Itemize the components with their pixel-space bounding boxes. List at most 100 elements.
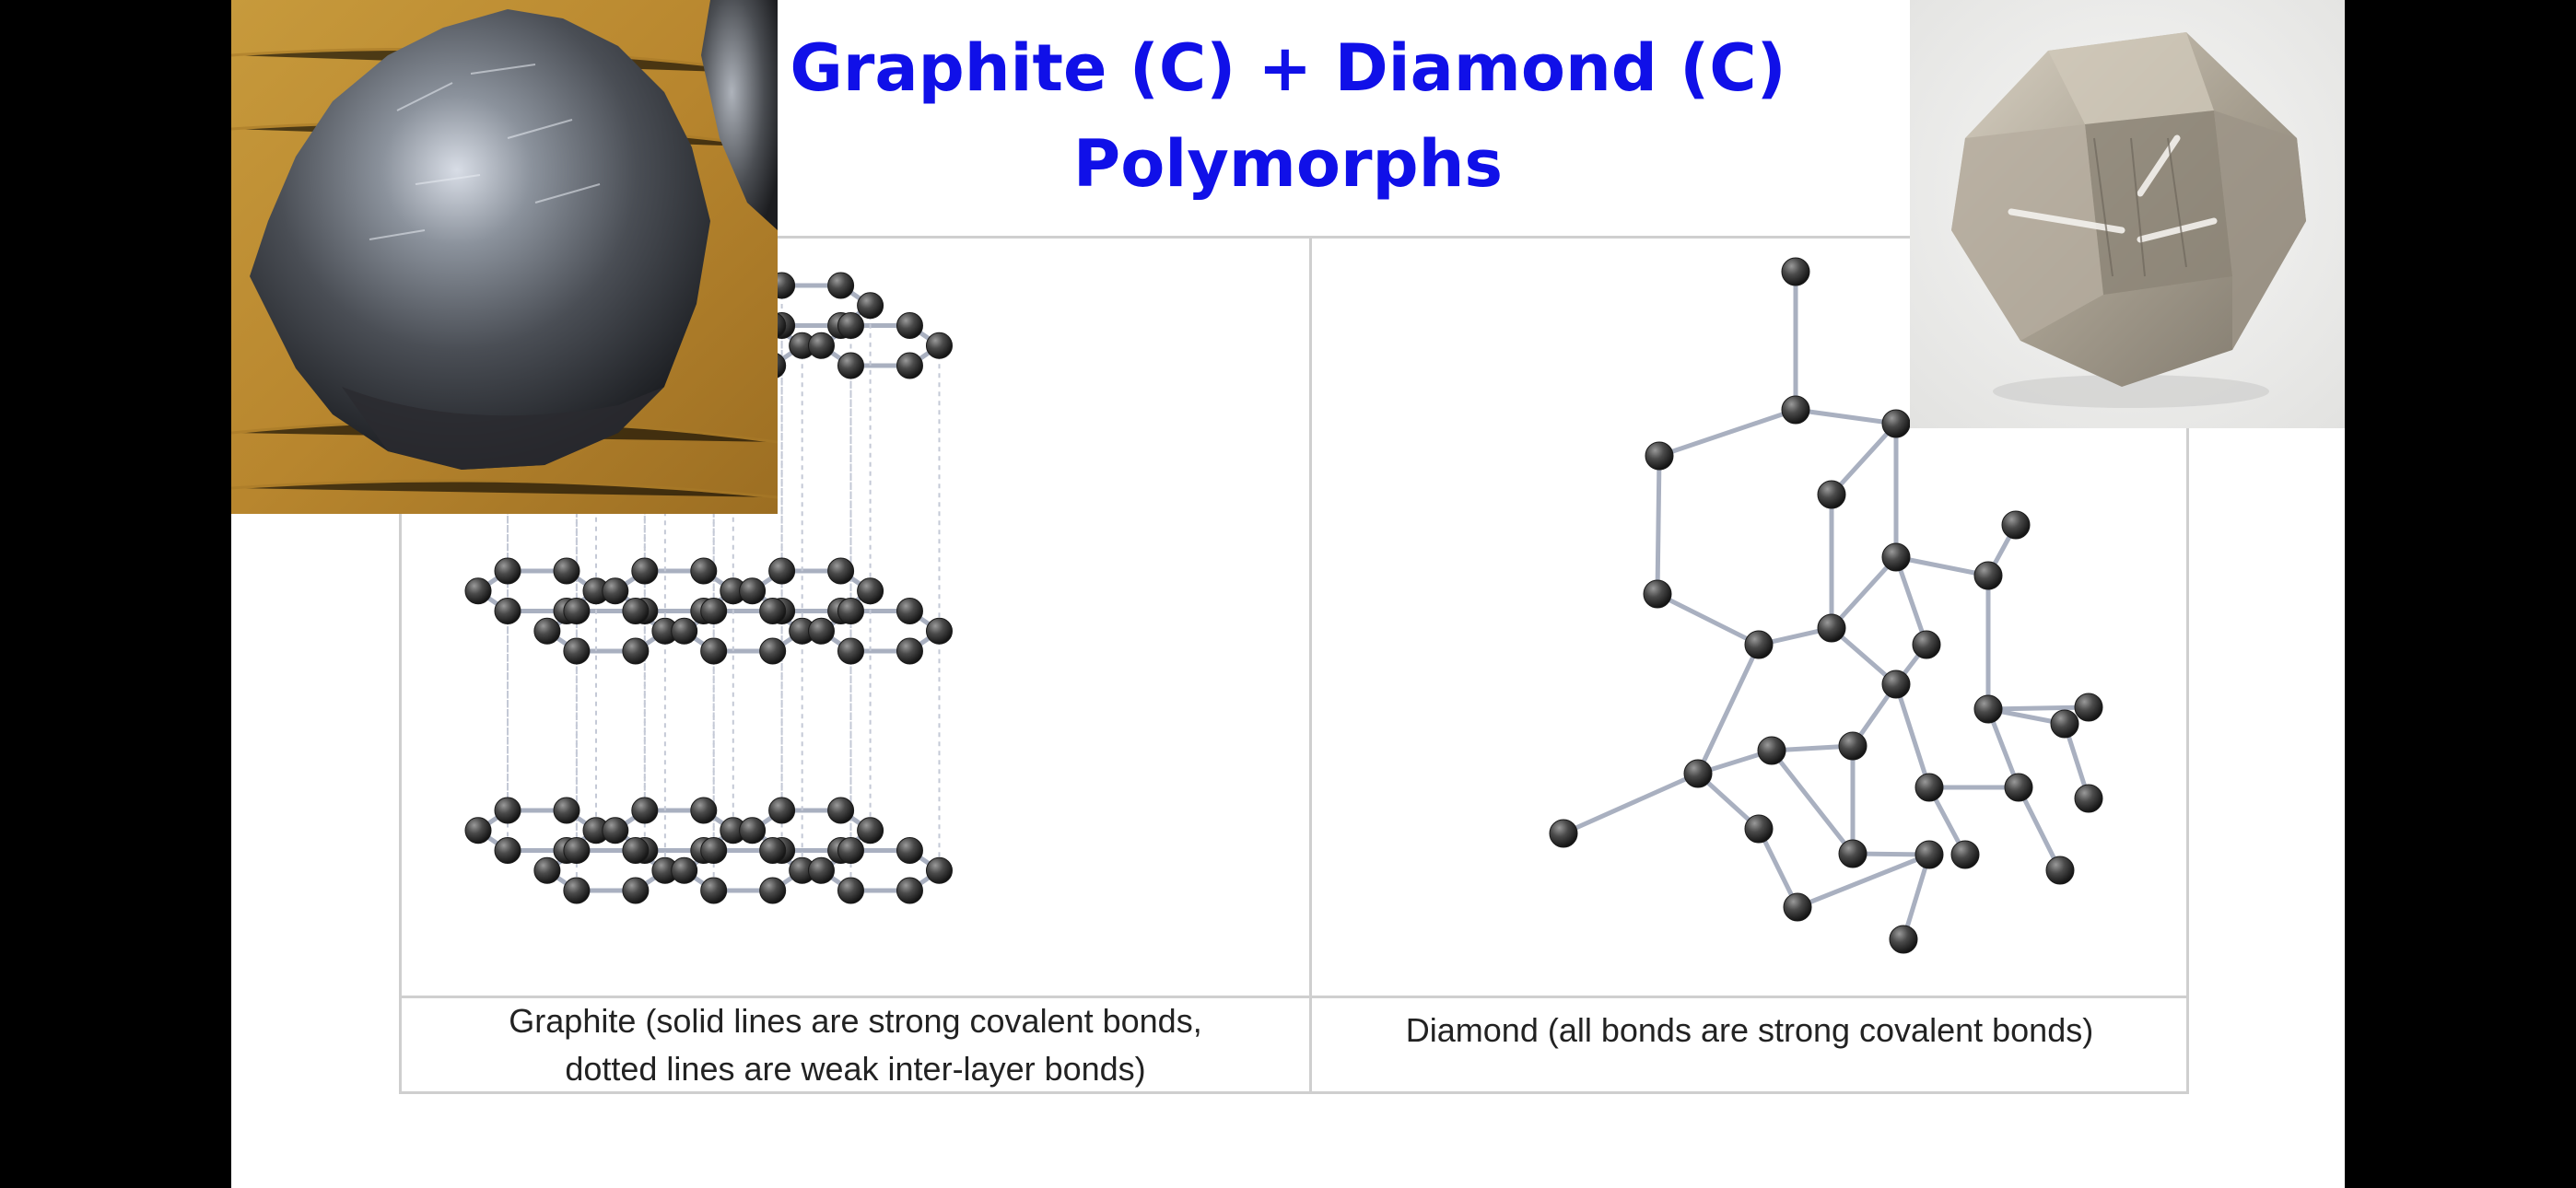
graphite-caption-line-1: Graphite (solid lines are strong covalen… — [509, 1002, 1202, 1040]
carbon-atom — [494, 598, 521, 625]
carbon-atom — [759, 637, 787, 665]
carbon-atom — [622, 877, 650, 904]
diamond-photo — [1910, 0, 2345, 428]
carbon-atom — [827, 797, 855, 824]
diamond-photo-image — [1910, 0, 2345, 428]
carbon-atom — [1645, 441, 1674, 471]
carbon-atom — [1914, 773, 1944, 802]
carbon-atom — [2074, 693, 2103, 722]
carbon-atom — [563, 877, 591, 904]
covalent-bond — [1655, 591, 1762, 647]
carbon-atom — [896, 637, 923, 665]
carbon-atom — [827, 557, 855, 585]
carbon-atom — [631, 797, 659, 824]
carbon-atom — [1744, 630, 1774, 659]
carbon-atom — [2074, 784, 2103, 813]
carbon-atom — [494, 557, 521, 585]
covalent-bond — [1655, 453, 1662, 597]
carbon-atom — [671, 617, 698, 645]
carbon-atom — [464, 577, 492, 605]
diamond-caption-text: Diamond (all bonds are strong covalent b… — [1405, 1011, 2094, 1049]
carbon-atom — [671, 856, 698, 884]
carbon-atom — [1783, 892, 1812, 922]
carbon-atom — [1973, 694, 2003, 724]
diamond-structure-diagram — [1549, 257, 2103, 954]
carbon-atom — [1838, 839, 1868, 868]
carbon-atom — [622, 837, 650, 865]
carbon-atom — [464, 817, 492, 844]
slide: Graphite (C) + Diamond (C) Polymorphs Gr… — [231, 0, 2345, 1188]
carbon-atom — [1881, 542, 1911, 572]
structure-table: Graphite (solid lines are strong covalen… — [399, 236, 2189, 1094]
carbon-atom — [563, 598, 591, 625]
carbon-atom — [1914, 840, 1944, 869]
carbon-atom — [896, 352, 923, 379]
carbon-atom — [1889, 925, 1918, 954]
covalent-bond — [1695, 642, 1762, 776]
carbon-atom — [622, 637, 650, 665]
covalent-bond — [1985, 705, 2091, 712]
carbon-atom — [896, 837, 923, 865]
covalent-bond — [1756, 826, 1800, 910]
covalent-bond — [1561, 771, 1701, 836]
carbon-atom — [837, 598, 864, 625]
carbon-atom — [759, 877, 787, 904]
carbon-atom — [1817, 613, 1846, 643]
covalent-bond — [1901, 852, 1932, 942]
covalent-bond — [1829, 421, 1899, 497]
carbon-atom — [857, 292, 884, 320]
graphite-photo-image — [231, 0, 778, 514]
carbon-atom — [837, 637, 864, 665]
carbon-atom — [759, 837, 787, 865]
carbon-atom — [1973, 561, 2003, 590]
carbon-atom — [1781, 395, 1810, 425]
carbon-atom — [896, 312, 923, 340]
carbon-atom — [631, 557, 659, 585]
carbon-atom — [533, 856, 561, 884]
carbon-atom — [837, 877, 864, 904]
carbon-atom — [857, 817, 884, 844]
carbon-atom — [700, 877, 728, 904]
table-row-divider — [402, 996, 2186, 998]
carbon-atom — [622, 598, 650, 625]
carbon-atom — [925, 332, 953, 359]
carbon-atom — [2001, 510, 2031, 540]
carbon-atom — [700, 637, 728, 665]
carbon-atom — [1757, 736, 1786, 765]
carbon-atom — [1744, 814, 1774, 844]
carbon-atom — [602, 577, 629, 605]
carbon-atom — [739, 817, 767, 844]
carbon-atom — [553, 797, 580, 824]
carbon-atom — [563, 637, 591, 665]
carbon-atom — [553, 557, 580, 585]
carbon-atom — [807, 617, 835, 645]
carbon-atom — [563, 837, 591, 865]
carbon-atom — [700, 837, 728, 865]
carbon-atom — [925, 856, 953, 884]
carbon-atom — [690, 557, 718, 585]
carbon-atom — [2045, 856, 2075, 885]
carbon-atom — [2004, 773, 2033, 802]
carbon-atom — [768, 557, 796, 585]
carbon-atom — [602, 817, 629, 844]
graphite-caption: Graphite (solid lines are strong covalen… — [402, 999, 1309, 1091]
table-column-divider — [1309, 239, 1312, 1091]
carbon-atom — [690, 797, 718, 824]
title-line-1: Graphite (C) + Diamond (C) — [790, 30, 1786, 106]
carbon-atom — [700, 598, 728, 625]
carbon-atom — [896, 877, 923, 904]
carbon-atom — [1881, 409, 1911, 438]
carbon-atom — [837, 837, 864, 865]
carbon-atom — [533, 617, 561, 645]
covalent-bond — [1769, 748, 1856, 856]
carbon-atom — [1781, 257, 1810, 286]
covalent-bond — [1893, 681, 1932, 790]
carbon-atom — [2050, 709, 2079, 739]
carbon-atom — [494, 797, 521, 824]
carbon-atom — [1817, 480, 1846, 509]
carbon-atom — [759, 598, 787, 625]
carbon-atom — [494, 837, 521, 865]
carbon-atom — [1912, 630, 1941, 659]
carbon-atom — [807, 856, 835, 884]
carbon-atom — [739, 577, 767, 605]
